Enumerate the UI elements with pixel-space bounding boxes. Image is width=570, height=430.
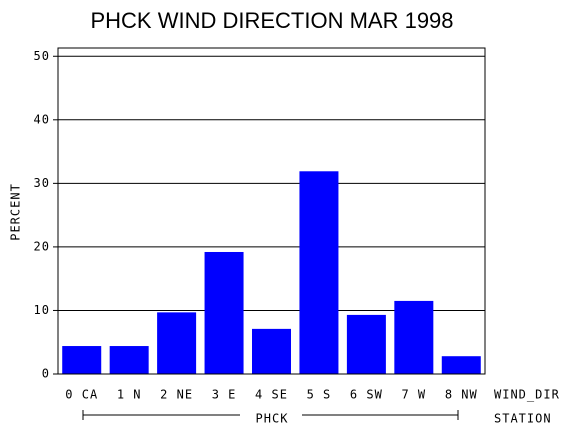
y-tick-label: 30 <box>34 176 50 190</box>
bar <box>394 300 434 374</box>
x-tick-label: 2 NE <box>160 388 193 402</box>
y-tick-label: 50 <box>34 49 50 63</box>
x-tick-label: 0 CA <box>65 388 98 402</box>
chart-title: PHCK WIND DIRECTION MAR 1998 <box>90 8 453 33</box>
x-tick-label: 3 E <box>212 388 237 402</box>
y-tick-label: 10 <box>34 303 50 317</box>
x-tick-label: 1 N <box>117 388 142 402</box>
bar <box>62 346 102 374</box>
y-tick-label: 0 <box>42 367 50 381</box>
y-tick-label: 40 <box>34 112 50 126</box>
x-axis-label: WIND_DIR <box>494 388 560 402</box>
x-tick-label: 7 W <box>401 388 426 402</box>
bar <box>109 346 149 374</box>
y-axis-label: PERCENT <box>9 183 23 241</box>
plot-frame <box>57 47 486 375</box>
bar <box>441 356 481 374</box>
x-tick-label: 6 SW <box>350 388 383 402</box>
bar <box>157 312 197 374</box>
x-tick-label: 4 SE <box>255 388 288 402</box>
bar <box>252 328 291 374</box>
bar <box>299 171 339 374</box>
x-tick-label: 5 S <box>307 388 332 402</box>
group-bracket <box>82 410 459 420</box>
y-tick-label: 20 <box>34 239 50 253</box>
x-tick-label: 8 NW <box>445 388 478 402</box>
bar <box>204 251 244 374</box>
group-axis-label: STATION <box>494 412 552 426</box>
bar <box>346 314 386 374</box>
group-label: PHCK <box>256 412 289 426</box>
